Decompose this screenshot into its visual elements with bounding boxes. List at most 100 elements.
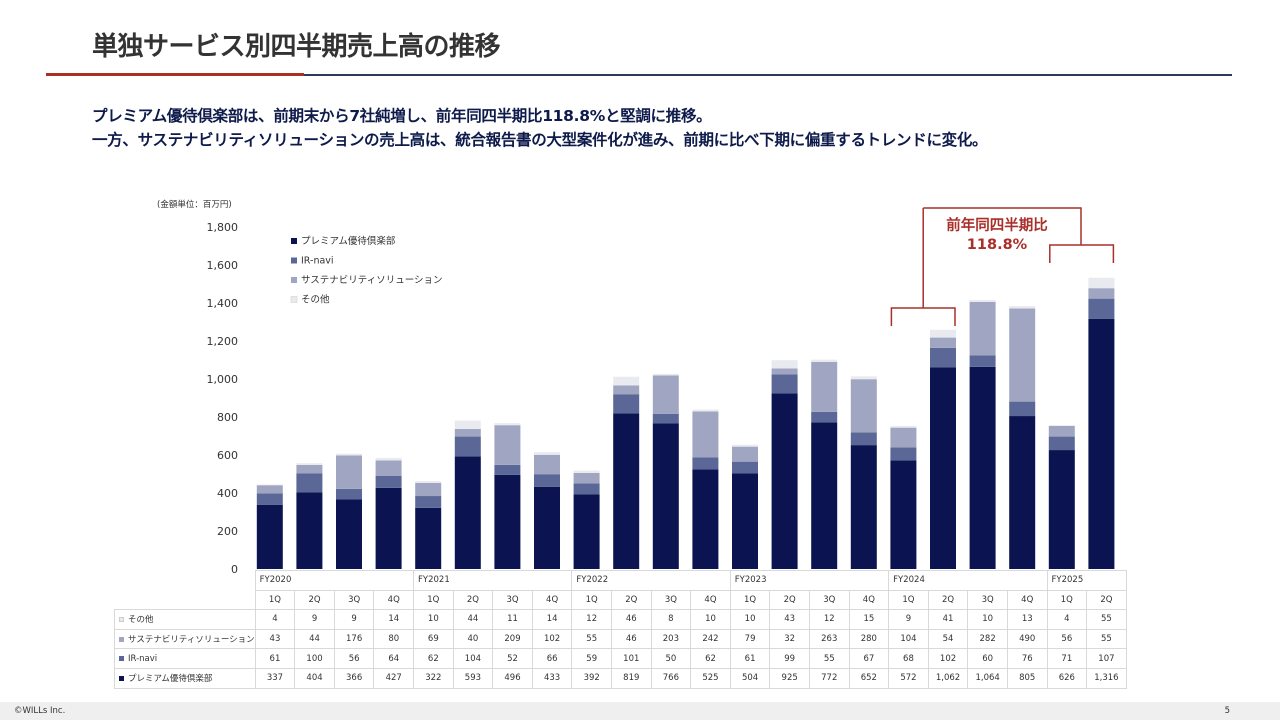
page-number: 5 bbox=[1224, 706, 1230, 716]
bar-segment-irnavi bbox=[732, 461, 758, 474]
bar-segment-other bbox=[692, 409, 719, 412]
bar-segment-other bbox=[1009, 306, 1036, 309]
bar-segment-irnavi bbox=[1048, 436, 1075, 451]
table-cell: 4 bbox=[1046, 609, 1088, 630]
bar-segment-premium bbox=[613, 413, 640, 569]
table-cell: 64 bbox=[373, 648, 415, 669]
bar-segment-sustain bbox=[613, 385, 640, 395]
table-cell: 102 bbox=[531, 628, 573, 650]
table-cell: 15 bbox=[848, 609, 890, 630]
table-cell: 9 bbox=[294, 609, 335, 630]
bar-segment-other bbox=[534, 452, 560, 455]
bar-segment-irnavi bbox=[930, 347, 956, 368]
table-cell: 52 bbox=[492, 648, 533, 669]
table-cell: 4 bbox=[254, 609, 296, 630]
y-tick-label: 1,600 bbox=[207, 259, 239, 272]
table-cell: 805 bbox=[1006, 667, 1048, 689]
bar-segment-irnavi bbox=[969, 355, 996, 367]
table-cell: 67 bbox=[848, 648, 890, 669]
bar-segment-premium bbox=[573, 494, 600, 569]
bar-segment-irnavi bbox=[1088, 298, 1115, 319]
table-cell: 55 bbox=[1086, 628, 1127, 650]
table-quarter-row: 1Q 2Q 3Q 4Q 1Q 2Q 3Q 4Q 1Q 2Q 3Q 4Q 1Q 2Q 3Q 4Q 1Q 2Q 3Q 4Q… bbox=[114, 589, 1127, 611]
table-cell: 66 bbox=[531, 648, 573, 669]
table-row-label: プレミアム優待倶楽部 bbox=[128, 674, 213, 685]
bracket-fy2025 bbox=[1049, 244, 1115, 263]
table-row: その他 4 9 9 14 10 44 11 14 12 46 8 10 10 43 12 15 9 41 10 13 4 5… bbox=[114, 609, 1127, 630]
table-cell: 43 bbox=[254, 628, 296, 650]
table-quarter-label: 1Q bbox=[413, 589, 454, 611]
table-quarter-label: 3Q bbox=[333, 589, 375, 611]
bar-segment-irnavi bbox=[1009, 401, 1036, 417]
bar-segment-other bbox=[336, 453, 362, 456]
bar-segment-sustain bbox=[336, 455, 362, 489]
bar-segment-other bbox=[1048, 425, 1075, 426]
table-quarter-label: 2Q bbox=[611, 589, 652, 611]
table-cell: 12 bbox=[808, 609, 850, 630]
table-cell: 9 bbox=[333, 609, 375, 630]
bar-segment-sustain bbox=[1048, 425, 1075, 437]
table-corner bbox=[114, 590, 256, 611]
table-cell: 44 bbox=[294, 628, 335, 650]
table-cell: 69 bbox=[413, 628, 454, 650]
y-tick-label: 800 bbox=[217, 411, 238, 424]
legend-label-sustain: サステナビリティソリューション bbox=[301, 275, 443, 286]
table-cell: 10 bbox=[967, 609, 1008, 630]
bar-segment-irnavi bbox=[692, 457, 719, 470]
bar-segment-irnavi bbox=[296, 473, 323, 493]
table-fy-label: FY2021 bbox=[413, 570, 573, 591]
table-cell: 61 bbox=[729, 648, 771, 669]
table-swatch-sustain bbox=[119, 637, 124, 643]
bar-segment-premium bbox=[692, 469, 719, 569]
table-cell: 263 bbox=[808, 628, 850, 650]
y-tick-label: 1,000 bbox=[207, 373, 239, 386]
bar-segment-other bbox=[573, 470, 600, 473]
legend-swatch-irnavi bbox=[291, 257, 297, 264]
bar-segment-sustain bbox=[415, 482, 442, 497]
table-quarter-label: 3Q bbox=[808, 589, 850, 611]
y-tick-label: 600 bbox=[217, 449, 238, 462]
bracket-fy2024 bbox=[890, 307, 956, 326]
table-row: サステナビリティソリューション 43 44 176 80 69 40 209 102 55 46 20… bbox=[114, 628, 1127, 650]
bar-segment-premium bbox=[415, 507, 442, 569]
bar-segment-sustain bbox=[930, 337, 956, 348]
copyright: ©WILLs Inc. bbox=[14, 706, 66, 716]
table-cell: 1,062 bbox=[927, 667, 969, 689]
bar-segment-other bbox=[1088, 277, 1115, 289]
bar-segment-sustain bbox=[1088, 288, 1115, 299]
table-row: プレミアム優待倶楽部 337 404 366 427 322 593 496 433 392 819… bbox=[114, 667, 1127, 689]
table-cell: 43 bbox=[769, 609, 810, 630]
bar-segment-premium bbox=[1048, 450, 1075, 569]
table-cell: 404 bbox=[294, 667, 335, 689]
table-quarter-label: 4Q bbox=[373, 589, 415, 611]
y-tick-label: 200 bbox=[217, 525, 238, 538]
table-cell: 626 bbox=[1046, 667, 1088, 689]
table-cell: 10 bbox=[413, 609, 454, 630]
bar-segment-other bbox=[811, 359, 838, 362]
table-swatch-irnavi bbox=[119, 655, 124, 661]
legend-swatch-other bbox=[290, 296, 298, 303]
bar-segment-sustain bbox=[573, 472, 600, 484]
bar-segment-irnavi bbox=[375, 475, 402, 488]
table-cell: 50 bbox=[650, 648, 692, 669]
bar-segment-premium bbox=[296, 492, 323, 569]
table-cell: 322 bbox=[413, 667, 454, 689]
table-quarter-label: 1Q bbox=[571, 589, 612, 611]
table-cell: 504 bbox=[729, 667, 771, 689]
table-fy-label: FY2024 bbox=[888, 570, 1048, 591]
y-tick-label: 1,800 bbox=[207, 221, 239, 234]
table-cell: 496 bbox=[492, 667, 533, 689]
table-cell: 766 bbox=[650, 667, 692, 689]
bar-segment-other bbox=[415, 481, 442, 483]
table-cell: 1,064 bbox=[967, 667, 1008, 689]
bar-segment-irnavi bbox=[454, 436, 481, 457]
bar-segment-other bbox=[732, 444, 758, 447]
data-table: FY2020 FY2021 FY2022 FY2023 FY2024 FY2025 1Q 2Q… bbox=[114, 570, 1127, 689]
table-cell: 433 bbox=[531, 667, 573, 689]
table-cell: 9 bbox=[888, 609, 929, 630]
footer: ©WILLs Inc. 5 bbox=[0, 702, 1280, 720]
table-row-header: サステナビリティソリューション bbox=[114, 628, 256, 650]
table-swatch-premium bbox=[119, 676, 124, 682]
table-cell: 55 bbox=[808, 648, 850, 669]
legend-label-irnavi: IR-navi bbox=[301, 256, 334, 267]
